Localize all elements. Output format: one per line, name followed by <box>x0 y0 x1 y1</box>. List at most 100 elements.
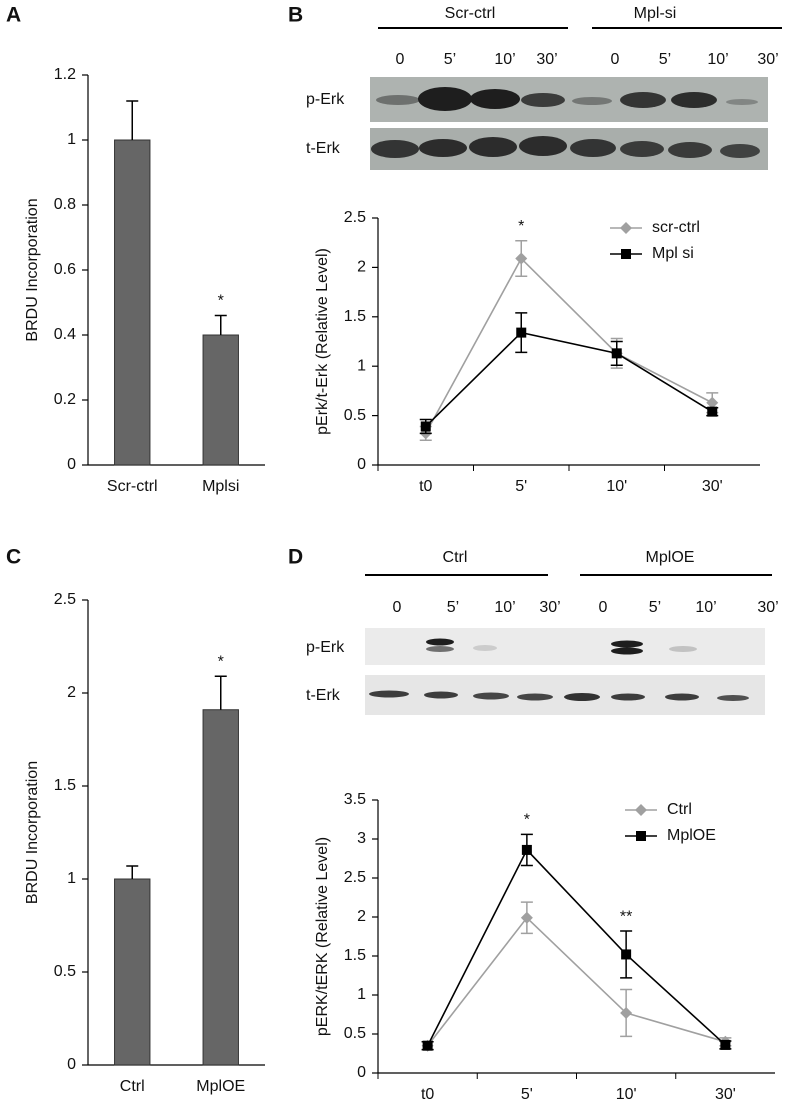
annotation: * <box>518 218 524 235</box>
y-tick-label: 2 <box>357 908 366 925</box>
legend-marker <box>620 222 632 234</box>
lane-label: 10’ <box>695 599 716 616</box>
panel-label: D <box>288 546 303 569</box>
annotation: * <box>524 812 530 829</box>
series-line <box>426 848 726 1047</box>
legend-label: scr-ctrl <box>652 219 700 236</box>
x-tick-label: 10' <box>606 478 627 495</box>
y-tick-label: 2 <box>67 684 76 701</box>
x-tick-label: 5' <box>521 1086 533 1102</box>
marker <box>521 844 532 855</box>
lane-label: 5’ <box>649 599 661 616</box>
marker <box>515 252 528 265</box>
panel-label: C <box>6 546 21 569</box>
lane-label: 10’ <box>494 51 515 68</box>
y-tick-label: 2 <box>357 259 366 276</box>
lane-label: 30’ <box>536 51 557 68</box>
lane-label: 5’ <box>444 51 456 68</box>
legend-label: Mpl si <box>652 245 694 262</box>
legend-label: MplOE <box>667 827 716 844</box>
group-label: MplOE <box>646 549 695 566</box>
x-tick-label: MplOE <box>196 1078 245 1095</box>
annotation: * <box>218 293 224 310</box>
marker <box>422 1040 433 1051</box>
series-line <box>425 257 713 434</box>
group-label: Ctrl <box>443 549 468 566</box>
y-tick-label: 1.5 <box>344 947 366 964</box>
lane-label: 0 <box>396 51 405 68</box>
row-label: t-Erk <box>306 687 341 704</box>
lane-label: 5’ <box>447 599 459 616</box>
y-tick-label: 3 <box>357 830 366 847</box>
y-tick-label: 3.5 <box>344 791 366 808</box>
lane-label: 5’ <box>659 51 671 68</box>
y-tick-label: 1 <box>357 986 366 1003</box>
marker <box>611 348 622 359</box>
annotation: * <box>218 653 224 670</box>
y-tick-label: 0.5 <box>344 1025 366 1042</box>
y-tick-label: 1 <box>67 870 76 887</box>
x-tick-label: 10' <box>616 1086 637 1102</box>
y-tick-label: 1 <box>67 131 76 148</box>
legend-marker <box>636 831 646 841</box>
group-label: Scr-ctrl <box>445 5 496 22</box>
bar <box>114 139 151 466</box>
marker <box>720 1039 731 1050</box>
y-axis-label: pErk/t-Erk (Relative Level) <box>314 248 331 435</box>
y-tick-label: 2.5 <box>344 209 366 226</box>
y-tick-label: 0 <box>67 1056 76 1073</box>
lane-label: 0 <box>393 599 402 616</box>
row-label: t-Erk <box>306 140 341 157</box>
y-tick-label: 1.5 <box>54 777 76 794</box>
y-tick-label: 0.2 <box>54 391 76 408</box>
panel-label: A <box>6 4 21 27</box>
annotation: ** <box>620 908 632 925</box>
error-bar <box>126 100 139 140</box>
legend-marker <box>635 804 647 816</box>
series-line <box>425 331 713 428</box>
x-tick-label: Ctrl <box>120 1078 145 1095</box>
x-tick-label: 30' <box>702 478 723 495</box>
marker <box>621 949 632 960</box>
lane-label: 30’ <box>757 51 778 68</box>
blot-bands <box>369 638 749 701</box>
blot-image <box>365 628 765 665</box>
y-tick-label: 1 <box>357 357 366 374</box>
y-tick-label: 0.5 <box>54 963 76 980</box>
y-tick-label: 0.8 <box>54 196 76 213</box>
row-label: p-Erk <box>306 91 345 108</box>
bar <box>202 334 239 466</box>
y-tick-label: 2.5 <box>54 591 76 608</box>
y-tick-label: 0.4 <box>54 326 76 343</box>
marker <box>516 327 527 338</box>
y-tick-label: 2.5 <box>344 869 366 886</box>
blot-bands <box>371 87 760 158</box>
lane-label: 30’ <box>539 599 560 616</box>
blot-d: Ctrl MplOE 0 5’ 10’ 30’ 0 5’ 10’ 30’ p-E… <box>306 549 779 715</box>
error-bar <box>214 675 227 710</box>
y-tick-label: 0 <box>67 456 76 473</box>
panel-label: B <box>288 4 303 27</box>
y-tick-label: 1.2 <box>54 66 76 83</box>
lane-label: 0 <box>611 51 620 68</box>
y-tick-label: 0.5 <box>344 407 366 424</box>
lane-label: 30’ <box>757 599 778 616</box>
error-bar <box>126 865 139 879</box>
y-tick-label: 1.5 <box>344 308 366 325</box>
error-bar <box>214 314 227 335</box>
marker <box>706 396 719 409</box>
x-tick-label: Scr-ctrl <box>107 478 158 495</box>
lane-label: 0 <box>599 599 608 616</box>
y-axis-label: pERK/tERK (Relative Level) <box>314 837 331 1036</box>
row-label: p-Erk <box>306 639 345 656</box>
y-axis-label: BRDU Incorporation <box>24 198 41 341</box>
x-tick-label: t0 <box>421 1086 434 1102</box>
marker <box>620 1006 633 1019</box>
marker <box>420 421 431 432</box>
bar <box>114 878 151 1066</box>
marker <box>520 911 533 924</box>
x-tick-label: t0 <box>419 478 432 495</box>
x-tick-label: 30' <box>715 1086 736 1102</box>
series-line <box>426 916 726 1047</box>
x-tick-label: Mplsi <box>202 478 239 495</box>
